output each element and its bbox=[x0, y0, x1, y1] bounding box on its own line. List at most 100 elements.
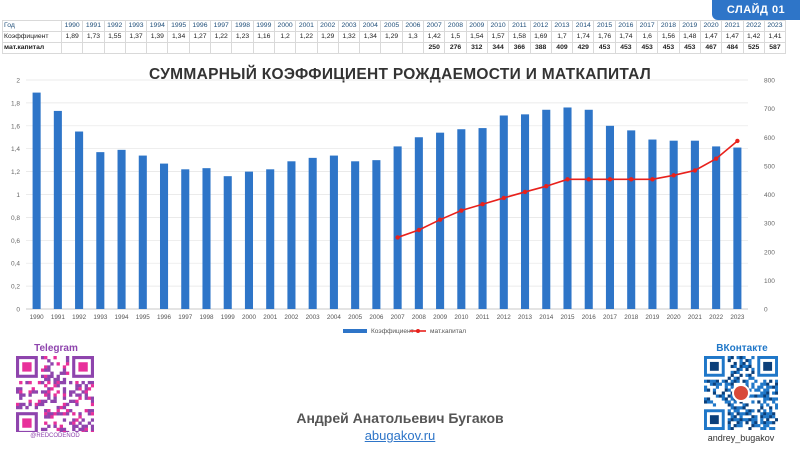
x-axis-tick-label: 2005 bbox=[348, 314, 363, 321]
bar bbox=[584, 109, 593, 310]
bar bbox=[648, 139, 657, 309]
row-label-capital: мат.капитал bbox=[2, 42, 62, 54]
legend-label-coefficient: Коэффициент bbox=[371, 328, 414, 335]
x-axis-tick-label: 1995 bbox=[136, 314, 151, 321]
right-axis-tick-label: 200 bbox=[764, 249, 775, 256]
bar bbox=[627, 130, 636, 309]
capital-point bbox=[650, 177, 655, 182]
bar bbox=[329, 155, 338, 309]
left-axis-tick-label: 0,2 bbox=[11, 284, 20, 291]
author-name: Андрей Анатольевич Бугаков bbox=[296, 410, 504, 426]
author-site-link[interactable]: abugakov.ru bbox=[364, 428, 436, 443]
bar bbox=[96, 152, 105, 309]
bar bbox=[53, 110, 62, 309]
capital-point bbox=[459, 208, 464, 213]
slide-badge: СЛАЙД 01 bbox=[712, 0, 800, 20]
x-axis-tick-label: 2009 bbox=[433, 314, 448, 321]
bar bbox=[244, 171, 254, 309]
bar bbox=[308, 157, 317, 309]
right-axis-tick-label: 0 bbox=[764, 307, 768, 314]
bar bbox=[393, 146, 402, 309]
legend-swatch-coefficient bbox=[343, 329, 367, 333]
bar bbox=[223, 176, 232, 309]
capital-point bbox=[522, 189, 528, 195]
x-axis-tick-label: 1991 bbox=[51, 314, 66, 321]
capital-cell: 453 bbox=[614, 42, 638, 54]
left-axis-tick-label: 1 bbox=[16, 192, 20, 199]
x-axis-tick-label: 1998 bbox=[199, 314, 214, 321]
capital-point bbox=[692, 168, 698, 173]
capital-point bbox=[735, 138, 740, 144]
right-axis-tick-label: 700 bbox=[764, 106, 775, 113]
x-axis-tick-label: 2015 bbox=[560, 314, 575, 321]
bar bbox=[287, 161, 296, 309]
bar bbox=[520, 114, 530, 309]
bar bbox=[457, 129, 466, 309]
bar bbox=[605, 125, 615, 309]
bar bbox=[266, 169, 275, 309]
right-axis-tick-label: 400 bbox=[764, 192, 775, 199]
capital-cell: 467 bbox=[699, 42, 723, 54]
vk-qr-code[interactable] bbox=[704, 356, 779, 431]
bar bbox=[499, 115, 508, 310]
x-axis-tick-label: 2010 bbox=[454, 314, 469, 321]
bar bbox=[712, 146, 721, 309]
left-axis-tick-label: 1,4 bbox=[11, 146, 20, 153]
capital-cell: 587 bbox=[763, 42, 787, 54]
x-axis-tick-label: 2002 bbox=[284, 314, 299, 321]
right-axis-tick-label: 600 bbox=[764, 135, 775, 142]
legend-label-capital: мат.капитал bbox=[430, 328, 466, 335]
capital-point bbox=[480, 202, 485, 207]
bar bbox=[414, 137, 423, 309]
telegram-label: Telegram bbox=[34, 343, 78, 354]
capital-point bbox=[501, 195, 506, 201]
left-axis-tick-label: 0 bbox=[16, 307, 20, 314]
capital-cell: 429 bbox=[572, 42, 595, 54]
x-axis-tick-label: 2021 bbox=[688, 314, 703, 321]
bar bbox=[372, 160, 381, 309]
right-axis-tick-label: 300 bbox=[764, 221, 775, 228]
data-table: Год 1990 1991 1992 1993 1994 1995 1996 1997 1998… bbox=[2, 20, 787, 54]
vk-label: ВКонтакте bbox=[716, 343, 768, 354]
bar bbox=[32, 92, 41, 309]
x-axis-tick-label: 2017 bbox=[603, 314, 618, 321]
x-axis-tick-label: 2012 bbox=[497, 314, 512, 321]
x-axis-tick-label: 2006 bbox=[369, 314, 384, 321]
capital-point bbox=[586, 177, 591, 182]
vk-handle: andrey_bugakov bbox=[707, 433, 775, 443]
bar bbox=[202, 168, 211, 309]
x-axis-tick-label: 2001 bbox=[263, 314, 278, 321]
capital-point bbox=[607, 177, 613, 182]
bar bbox=[542, 109, 551, 310]
bar bbox=[563, 107, 572, 309]
table-row-years: Год 1990 1991 1992 1993 1994 1995 1996 1997 1998… bbox=[2, 20, 787, 32]
x-axis-tick-label: 1994 bbox=[115, 314, 130, 321]
x-axis-tick-label: 1997 bbox=[178, 314, 193, 321]
x-axis-tick-label: 1992 bbox=[72, 314, 87, 321]
bar bbox=[478, 128, 487, 309]
avatar bbox=[734, 386, 748, 400]
left-axis-tick-label: 0,4 bbox=[11, 261, 20, 268]
capital-point bbox=[416, 227, 422, 233]
bar bbox=[159, 163, 169, 309]
left-axis-tick-label: 1,6 bbox=[11, 123, 20, 130]
bar bbox=[669, 140, 678, 309]
right-axis-tick-label: 100 bbox=[764, 278, 775, 285]
x-axis-tick-label: 1996 bbox=[157, 314, 172, 321]
capital-point bbox=[395, 235, 400, 240]
x-axis-tick-label: 2018 bbox=[624, 314, 639, 321]
x-axis-tick-label: 1999 bbox=[221, 314, 236, 321]
legend-marker-capital bbox=[416, 329, 420, 333]
capital-point bbox=[713, 156, 719, 161]
right-axis-tick-label: 500 bbox=[764, 163, 775, 170]
x-axis-tick-label: 2000 bbox=[242, 314, 257, 321]
x-axis-tick-label: 2007 bbox=[391, 314, 406, 321]
bar bbox=[138, 155, 147, 309]
chart-title: СУММАРНЫЙ КОЭФФИЦИЕНТ РОЖДАЕМОСТИ И МАТК… bbox=[148, 66, 652, 83]
x-axis-tick-label: 2016 bbox=[582, 314, 597, 321]
left-axis-tick-label: 2 bbox=[16, 78, 20, 85]
telegram-qr-code[interactable] bbox=[16, 356, 95, 435]
left-axis-tick-label: 0,8 bbox=[11, 215, 20, 222]
x-axis-tick-label: 2008 bbox=[412, 314, 427, 321]
